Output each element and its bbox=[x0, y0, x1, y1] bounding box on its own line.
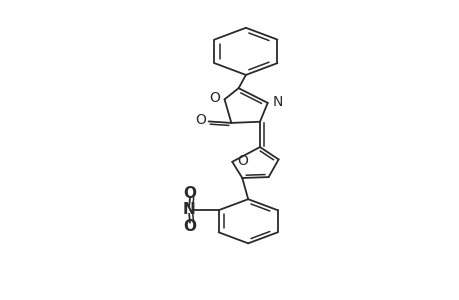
Text: N: N bbox=[272, 95, 282, 109]
Text: O: O bbox=[236, 154, 247, 168]
Text: O: O bbox=[209, 92, 219, 106]
Text: O: O bbox=[195, 113, 206, 127]
Text: O: O bbox=[183, 186, 196, 201]
Text: O: O bbox=[183, 219, 196, 234]
Text: N: N bbox=[182, 202, 195, 217]
